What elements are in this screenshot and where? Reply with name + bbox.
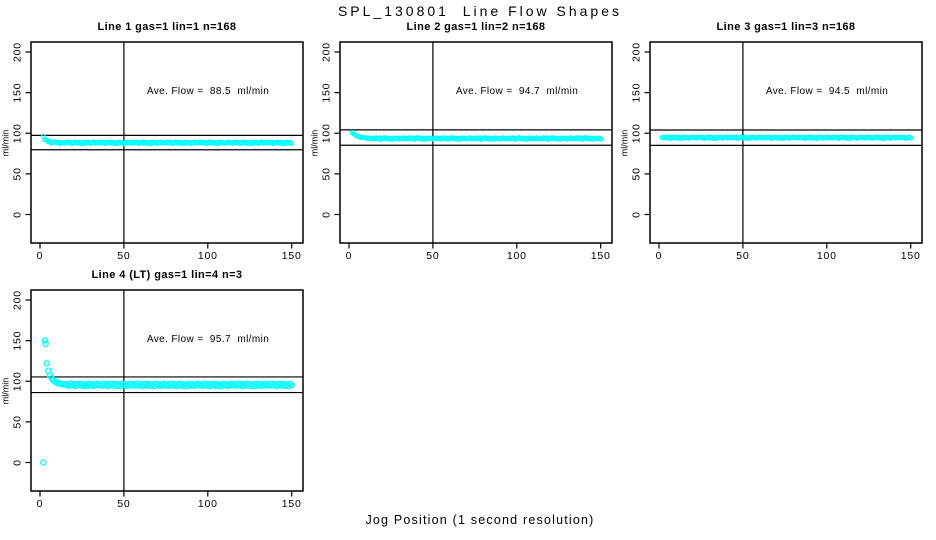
y-axis-label: ml/min xyxy=(307,42,321,243)
y-axis-label: ml/min xyxy=(0,42,12,243)
x-tick-label: 150 xyxy=(282,250,302,262)
x-tick-label: 50 xyxy=(117,250,130,262)
y-axis-label: ml/min xyxy=(0,290,12,491)
data-point xyxy=(43,360,50,367)
y-tick-label: 50 xyxy=(321,167,333,180)
panel-title: Line 3 gas=1 lin=3 n=168 xyxy=(716,21,856,33)
plot-area-line-2: 0 50 100 150 0 50 100 150 200 xyxy=(321,41,613,262)
x-tick-label: 0 xyxy=(656,250,663,262)
y-axis-label: ml/min xyxy=(617,42,631,243)
y-tick-label: 0 xyxy=(12,459,24,466)
plot-box xyxy=(30,289,304,492)
panel-title: Line 1 gas=1 lin=1 n=168 xyxy=(97,21,237,33)
panel-title: Line 4 (LT) gas=1 lin=4 n=3 xyxy=(91,269,243,281)
y-axis-label-text: ml/min xyxy=(309,129,319,156)
y-tick-label: 0 xyxy=(12,211,24,218)
data-point xyxy=(289,140,295,146)
y-tick-label: 150 xyxy=(631,83,643,103)
data-point xyxy=(100,380,108,387)
y-tick-label: 150 xyxy=(321,83,333,103)
x-tick-label: 100 xyxy=(198,250,218,262)
x-tick-label: 0 xyxy=(346,250,353,262)
y-tick-label: 0 xyxy=(631,211,643,218)
panel-line-2: 0 50 100 150 0 50 100 150 200 Line 2 gas=1 lin=2… xyxy=(309,18,619,268)
y-tick-label: 200 xyxy=(321,42,333,62)
y-tick-label: 100 xyxy=(631,123,643,143)
data-point xyxy=(40,459,47,466)
figure-title: SPL_130801 Line Flow Shapes xyxy=(337,3,623,19)
data-point xyxy=(75,380,82,387)
plot-box xyxy=(339,41,613,244)
y-tick-label: 150 xyxy=(12,83,24,103)
panel-line-3: 0 50 100 150 0 50 100 150 200 Line 3 gas=1 lin=3… xyxy=(619,18,929,268)
y-tick-label: 0 xyxy=(321,211,333,218)
plot-area-line-1: 0 50 100 150 0 50 100 150 200 xyxy=(12,41,304,262)
data-point xyxy=(108,380,116,387)
avg-flow-annotation: Ave. Flow = 95.7 ml/min xyxy=(146,334,270,345)
y-tick-label: 200 xyxy=(12,42,24,62)
x-tick-label: 50 xyxy=(736,250,749,262)
x-tick-label: 150 xyxy=(901,250,921,262)
data-point xyxy=(268,380,275,387)
data-point xyxy=(134,380,141,387)
data-point xyxy=(598,136,604,142)
panel-line-4: 0 50 100 150 0 50 100 150 200 Line 4 (LT) gas=1 … xyxy=(0,266,310,516)
y-tick-label: 50 xyxy=(12,167,24,180)
data-point xyxy=(41,337,49,344)
y-tick-label: 100 xyxy=(12,123,24,143)
data-point xyxy=(908,135,914,141)
data-point xyxy=(42,340,49,348)
y-tick-label: 200 xyxy=(12,290,24,310)
y-axis-label-text: ml/min xyxy=(619,129,629,156)
data-point xyxy=(209,380,217,387)
plot-box xyxy=(30,41,304,244)
data-point xyxy=(276,380,284,387)
data-point xyxy=(176,380,183,387)
avg-flow-annotation: Ave. Flow = 94.7 ml/min xyxy=(455,86,579,97)
plot-area-line-3: 0 50 100 150 0 50 100 150 200 xyxy=(631,41,923,262)
y-tick-label: 200 xyxy=(631,42,643,62)
y-tick-label: 150 xyxy=(12,331,24,351)
y-tick-label: 100 xyxy=(321,123,333,143)
y-axis-label-text: ml/min xyxy=(0,129,10,156)
x-tick-label: 50 xyxy=(117,498,130,510)
x-tick-label: 0 xyxy=(37,250,44,262)
y-tick-label: 50 xyxy=(631,167,643,180)
plot-area-line-4: 0 50 100 150 0 50 100 150 200 xyxy=(12,289,304,510)
panel-title: Line 2 gas=1 lin=2 n=168 xyxy=(406,21,546,33)
x-tick-label: 50 xyxy=(426,250,439,262)
avg-flow-annotation: Ave. Flow = 88.5 ml/min xyxy=(146,86,270,97)
x-tick-label: 150 xyxy=(282,498,302,510)
avg-flow-annotation: Ave. Flow = 94.5 ml/min xyxy=(765,86,889,97)
data-point xyxy=(142,380,149,387)
x-tick-label: 100 xyxy=(817,250,837,262)
y-tick-label: 50 xyxy=(12,415,24,428)
x-axis-label: Jog Position (1 second resolution) xyxy=(365,513,595,527)
x-tick-label: 100 xyxy=(198,498,218,510)
data-point xyxy=(234,380,242,387)
y-tick-label: 100 xyxy=(12,371,24,391)
data-point xyxy=(167,380,175,387)
data-point xyxy=(288,381,295,389)
x-tick-label: 100 xyxy=(507,250,527,262)
y-axis-label-text: ml/min xyxy=(0,377,10,404)
data-point xyxy=(243,380,250,387)
x-tick-label: 0 xyxy=(37,498,44,510)
plot-box xyxy=(649,41,923,244)
data-point xyxy=(201,380,208,387)
data-point xyxy=(66,380,74,387)
panel-line-1: 0 50 100 150 0 50 100 150 200 Line 1 gas=1 lin=1… xyxy=(0,18,310,268)
x-tick-label: 150 xyxy=(591,250,611,262)
